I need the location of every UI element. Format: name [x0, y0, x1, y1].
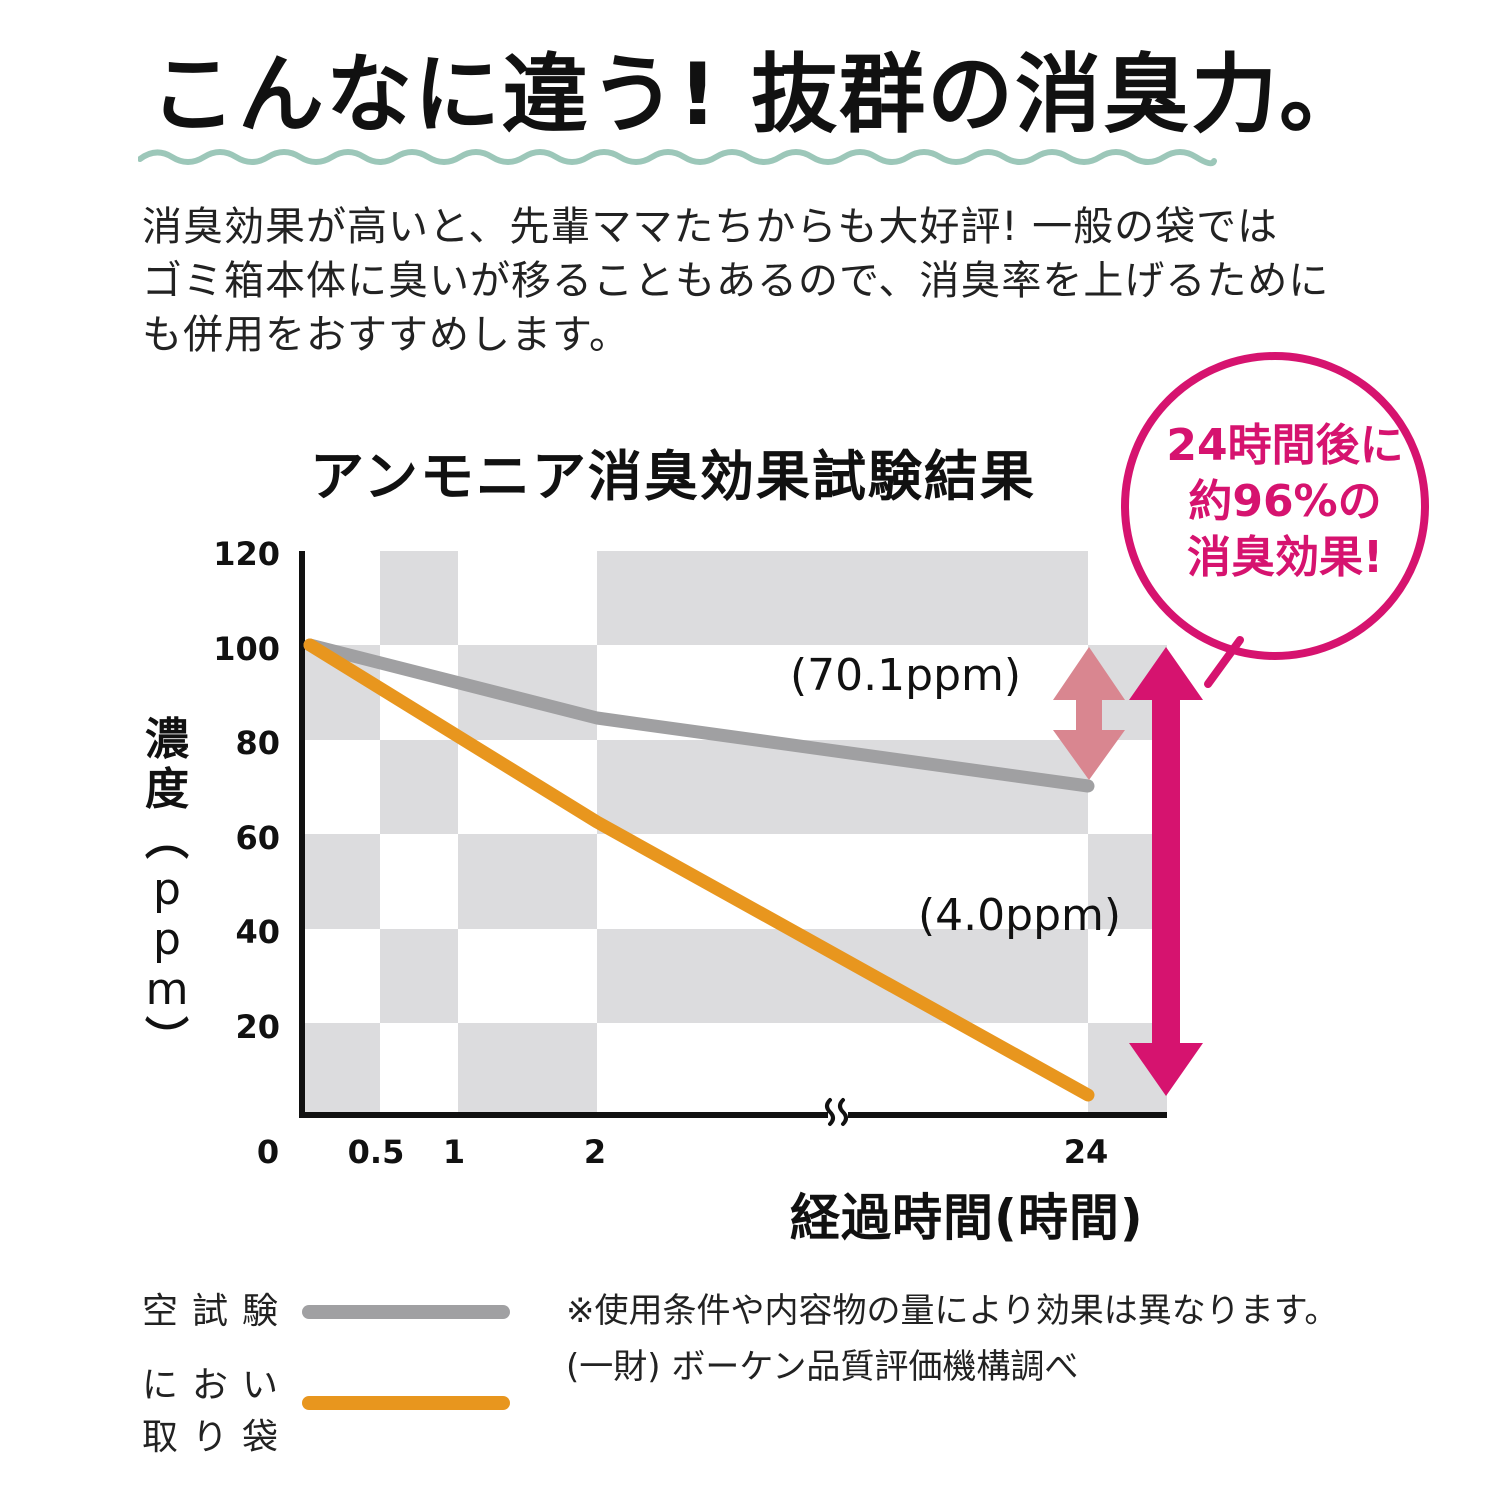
- y-tick: 120: [213, 535, 280, 573]
- y-tick: 40: [235, 913, 280, 951]
- y-axis-label-char: 濃: [145, 714, 189, 765]
- intro-line: 消臭効果が高いと、先輩ママたちからも大好評! 一般の袋では: [142, 204, 1279, 250]
- callout-text: 24時間後に 約96%の 消臭効果!: [1150, 418, 1420, 586]
- intro-line: ゴミ箱本体に臭いが移ることもあるので、消臭率を上げるために: [142, 258, 1330, 304]
- intro-paragraph: 消臭効果が高いと、先輩ママたちからも大好評! 一般の袋では ゴミ箱本体に臭いが移…: [142, 200, 1382, 362]
- series-blank-line: [303, 638, 1095, 793]
- chart-title: アンモニア消臭効果試験結果: [310, 445, 1036, 508]
- y-tick: 80: [235, 724, 280, 762]
- x-tick: 2: [583, 1133, 607, 1171]
- y-axis-label-char: p: [153, 864, 181, 915]
- y-axis-label-char: ︶: [145, 1014, 189, 1065]
- callout-line: 消臭効果!: [1186, 532, 1384, 583]
- intro-line: も併用をおすすめします。: [142, 312, 630, 358]
- series-bag-line: [303, 638, 1095, 1102]
- y-tick: 20: [235, 1008, 280, 1046]
- legend-label-bag: におい 取り袋: [142, 1365, 293, 1458]
- x-tick: 1: [442, 1133, 466, 1171]
- blank-value-annotation: (70.1ppm): [790, 650, 1022, 701]
- x-tick: 0: [256, 1133, 280, 1171]
- headline: こんなに違う! 抜群の消臭力。: [150, 45, 1368, 145]
- magenta-double-arrow-icon: [1129, 647, 1203, 1096]
- bag-value-annotation: (4.0ppm): [918, 890, 1122, 941]
- note-source: (一財) ボーケン品質評価機構調べ: [566, 1347, 1079, 1387]
- legend-label-blank: 空試験: [142, 1291, 293, 1332]
- callout-pointer: [1204, 636, 1244, 688]
- wave-divider: [138, 149, 1217, 167]
- pink-double-arrow-icon: [1053, 647, 1125, 780]
- y-axis-label-char: m: [145, 964, 189, 1015]
- x-axis-label: 経過時間(時間): [790, 1189, 1144, 1247]
- x-tick: 24: [1063, 1133, 1109, 1171]
- legend-swatch-bag: [302, 1396, 510, 1410]
- y-axis-label-char: ︵: [145, 814, 189, 865]
- y-axis-label: 濃 度 ︵ p p m ︶: [132, 715, 202, 1065]
- axis-break-icon: [825, 1098, 848, 1126]
- legend-swatch-blank: [302, 1305, 510, 1319]
- y-axis-label-char: p: [153, 914, 181, 965]
- y-tick: 100: [213, 630, 280, 668]
- y-axis-label-char: 度: [145, 764, 189, 815]
- y-tick: 60: [235, 819, 280, 857]
- callout-bubble: [1121, 352, 1429, 660]
- callout-line: 約96%の: [1188, 476, 1382, 527]
- note-conditions: ※使用条件や内容物の量により効果は異なります。: [566, 1291, 1339, 1331]
- callout-line: 24時間後に: [1166, 420, 1404, 471]
- x-tick: 0.5: [347, 1133, 405, 1171]
- checkerboard-grid: [305, 551, 1167, 1113]
